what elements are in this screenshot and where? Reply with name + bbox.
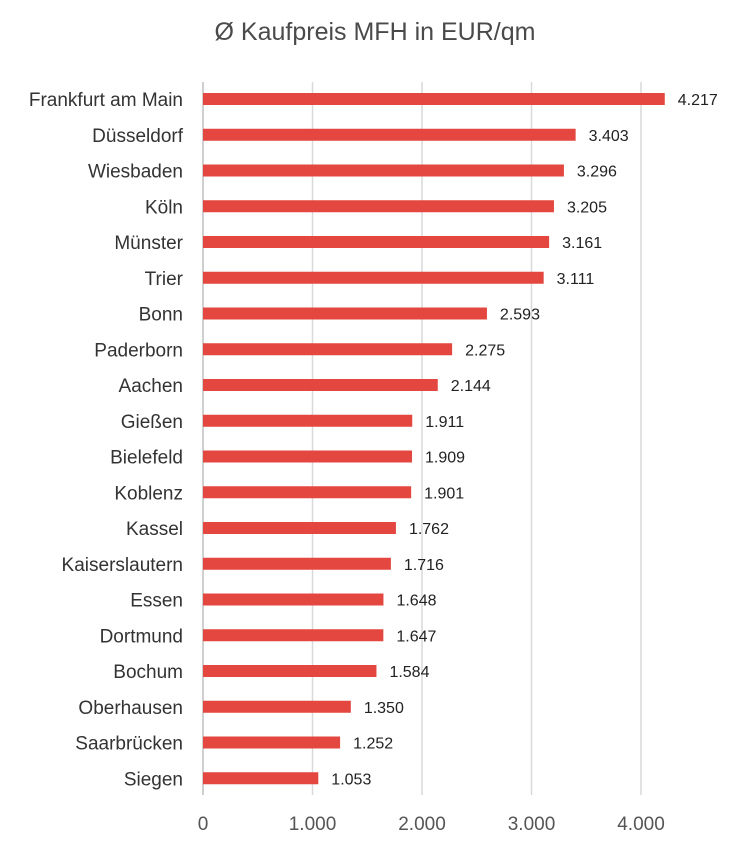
bar	[203, 557, 391, 570]
data-label: 3.403	[589, 128, 629, 145]
bar	[203, 343, 453, 356]
data-label: 1.053	[331, 771, 371, 788]
data-label: 1.350	[364, 700, 404, 717]
data-label: 2.275	[465, 342, 505, 359]
data-label: 3.296	[577, 164, 617, 181]
bar	[203, 236, 550, 248]
x-tick-label: 0	[198, 814, 209, 835]
bar	[203, 593, 384, 606]
category-label: Köln	[145, 197, 183, 218]
x-tick-label: 4.000	[617, 814, 665, 835]
category-label: Paderborn	[94, 340, 183, 361]
category-label: Kaiserslautern	[62, 555, 183, 576]
bar	[203, 629, 384, 642]
data-label: 2.144	[451, 378, 491, 395]
category-label: Saarbrücken	[75, 734, 183, 755]
bar	[203, 271, 544, 284]
bar	[203, 772, 319, 785]
category-label: Kassel	[126, 519, 183, 540]
category-label: Bielefeld	[110, 448, 183, 469]
category-label: Düsseldorf	[92, 126, 184, 147]
bar	[203, 736, 341, 749]
chart-title: Ø Kaufpreis MFH in EUR/qm	[214, 18, 536, 46]
category-label: Oberhausen	[78, 698, 183, 719]
bar	[203, 200, 554, 213]
data-label: 3.111	[557, 271, 595, 288]
x-tick-label: 3.000	[508, 814, 556, 835]
bar	[203, 307, 487, 320]
category-label: Siegen	[124, 769, 183, 790]
bar	[203, 128, 576, 141]
bar	[203, 164, 564, 177]
bar	[203, 486, 412, 499]
data-label: 1.762	[409, 521, 449, 538]
bar	[203, 700, 351, 713]
bar	[203, 665, 377, 677]
data-label: 1.647	[396, 628, 436, 645]
category-label: Wiesbaden	[88, 162, 183, 183]
data-label: 1.909	[425, 450, 465, 467]
bar	[203, 450, 413, 463]
category-label: Essen	[130, 591, 183, 612]
category-label: Aachen	[119, 376, 183, 397]
bar	[203, 522, 396, 534]
data-label: 1.252	[353, 736, 393, 753]
category-label: Frankfurt am Main	[29, 90, 183, 111]
data-label: 1.648	[396, 593, 436, 610]
data-label: 4.217	[678, 92, 718, 109]
category-label: Bochum	[113, 662, 183, 683]
data-label: 3.205	[567, 199, 607, 216]
data-label: 1.584	[389, 664, 429, 681]
category-label: Münster	[114, 233, 183, 254]
category-label: Gießen	[121, 412, 183, 433]
bar	[203, 93, 665, 105]
data-label: 2.593	[500, 307, 540, 324]
data-label: 3.161	[562, 235, 602, 252]
data-label: 1.901	[424, 485, 464, 502]
bar	[203, 414, 413, 427]
data-label: 1.716	[404, 557, 444, 574]
category-label: Bonn	[139, 305, 183, 326]
category-label: Koblenz	[114, 483, 183, 504]
x-tick-label: 2.000	[398, 814, 446, 835]
data-label: 1.911	[425, 414, 464, 431]
x-tick-label: 1.000	[289, 814, 337, 835]
bar	[203, 379, 438, 391]
category-label: Trier	[145, 269, 184, 290]
category-label: Dortmund	[100, 626, 183, 647]
